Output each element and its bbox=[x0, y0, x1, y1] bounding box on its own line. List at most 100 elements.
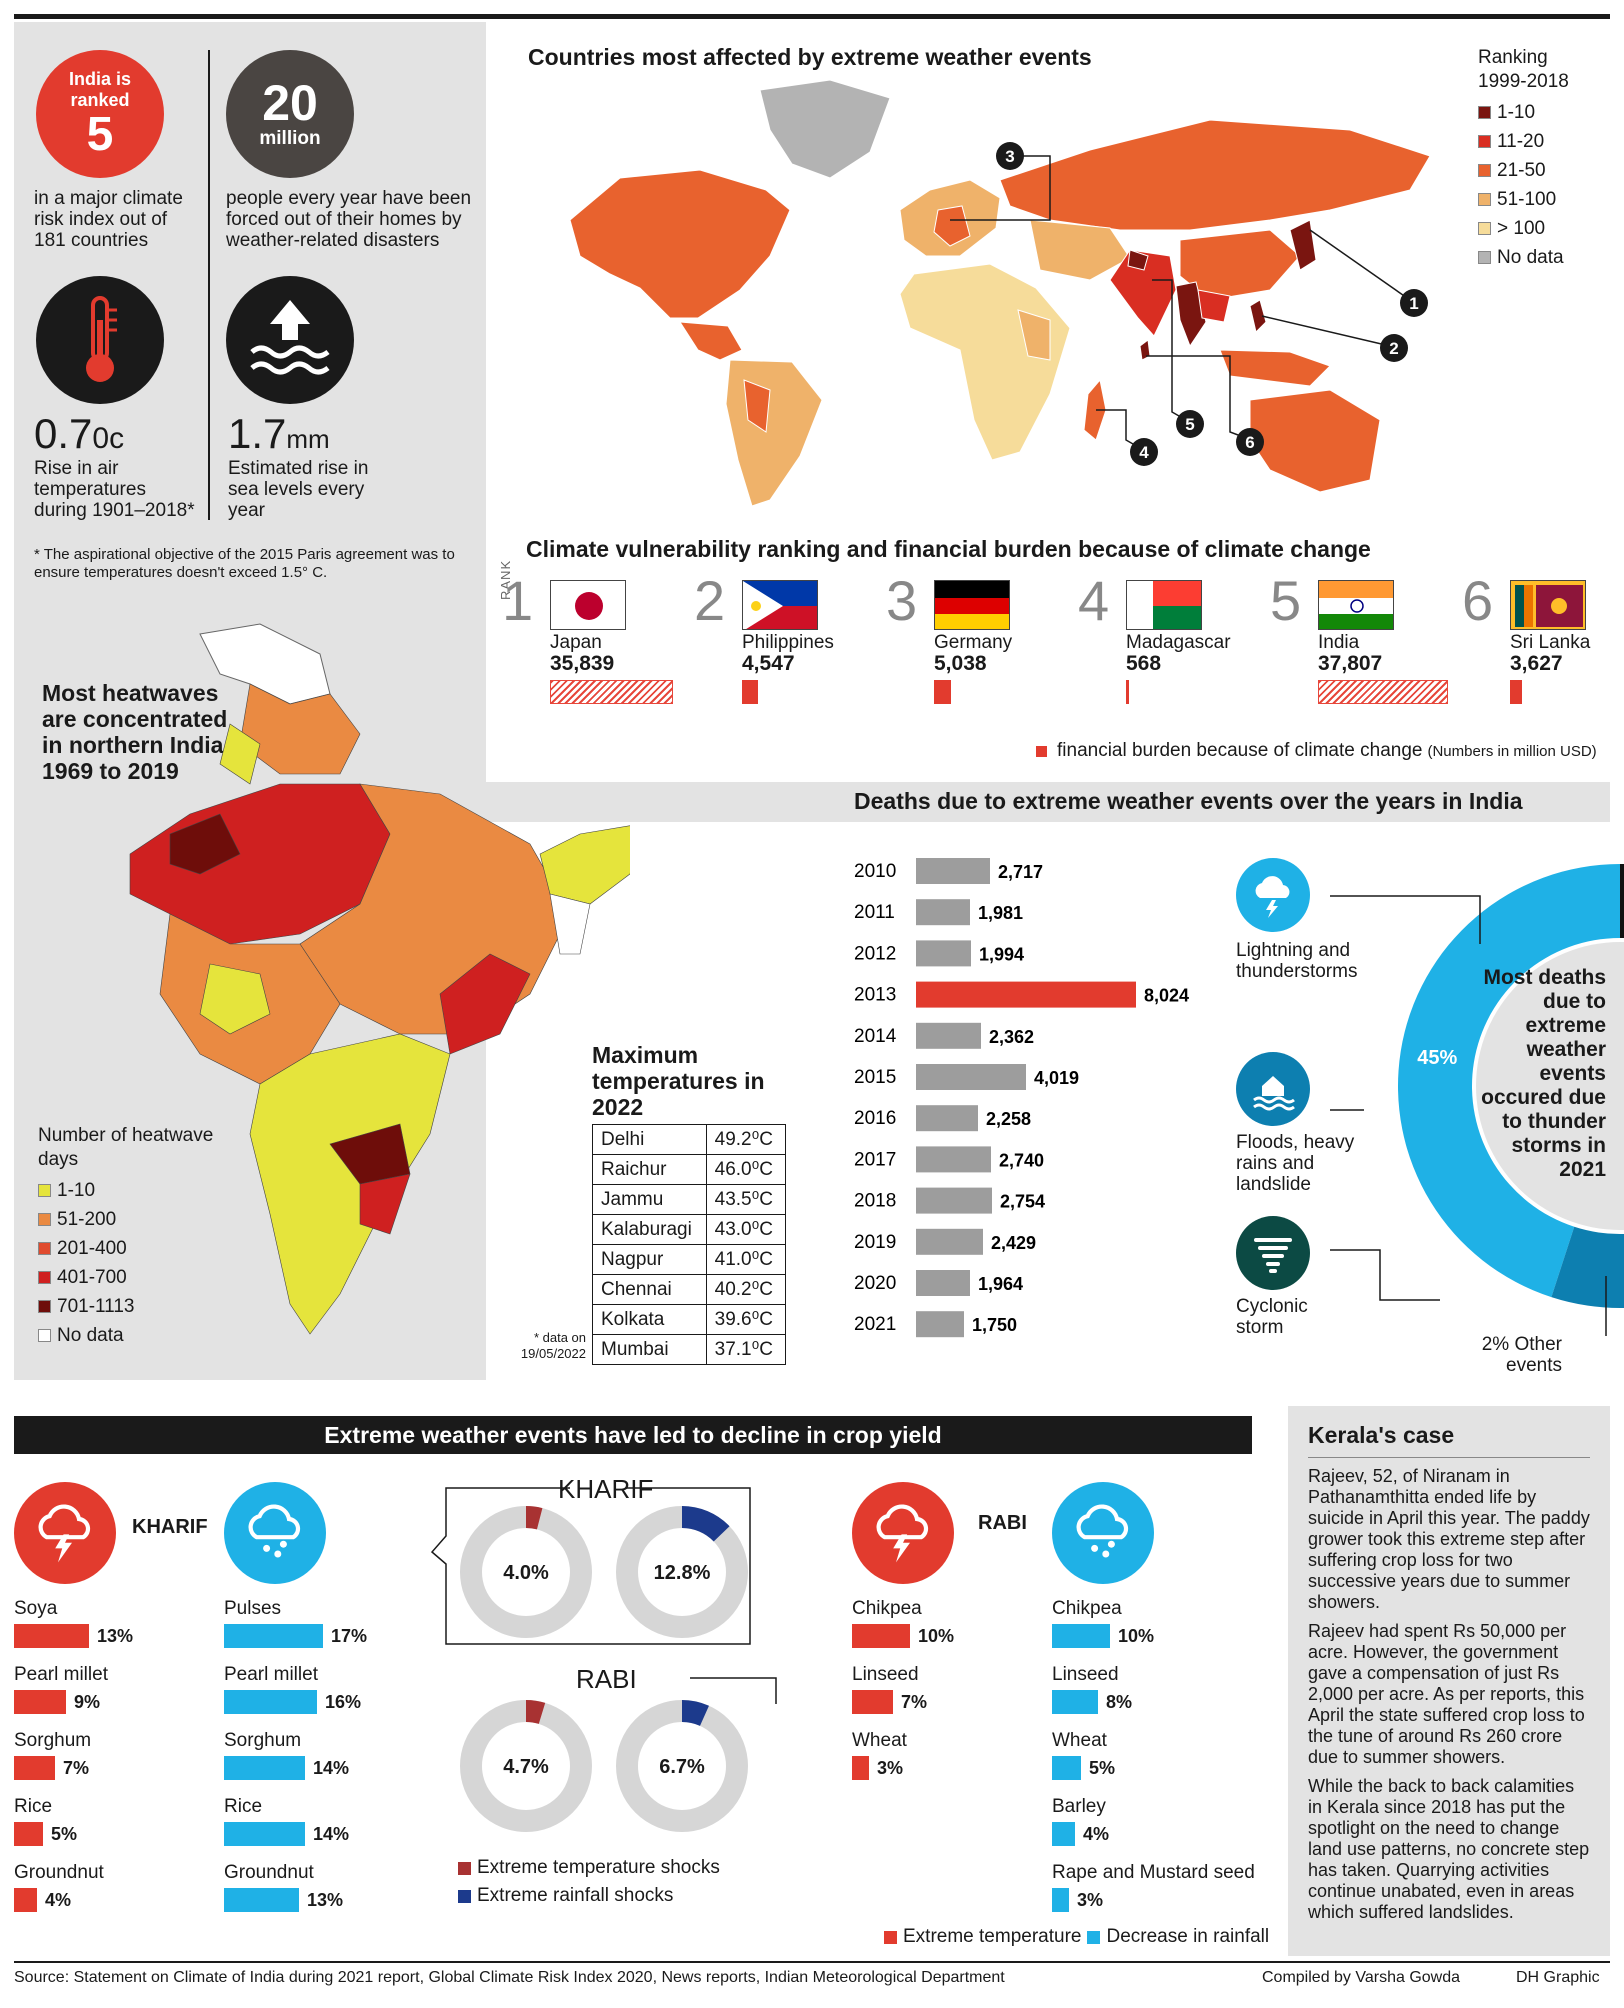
temp-city: Kolkata bbox=[592, 1304, 707, 1335]
year-label: 2021 bbox=[854, 1314, 896, 1335]
world-legend-item: 51-100 bbox=[1478, 185, 1608, 214]
ranking-title: Climate vulnerability ranking and financ… bbox=[526, 536, 1371, 562]
displaced-description: people every year have been forced out o… bbox=[226, 188, 472, 251]
rank-cell-philippines: 2 Philippines 4,547 bbox=[690, 568, 890, 728]
ranking-legend-swatch bbox=[1036, 745, 1047, 757]
legend-swatch bbox=[884, 1930, 897, 1944]
year-label: 2014 bbox=[854, 1026, 897, 1047]
legend-label: 1-10 bbox=[57, 1179, 96, 1201]
rank-number: 5 bbox=[1270, 569, 1302, 632]
year-label: 2013 bbox=[854, 985, 896, 1006]
rank-number: 4 bbox=[1078, 569, 1110, 632]
stats-divider bbox=[208, 50, 210, 520]
crop-bar bbox=[224, 1624, 323, 1648]
temp-city: Jammu bbox=[592, 1184, 707, 1215]
crop-name: Pearl millet bbox=[224, 1664, 318, 1685]
paris-footnote: * The aspirational objective of the 2015… bbox=[34, 546, 455, 581]
cyclone-label: Cyclonic storm bbox=[1236, 1296, 1308, 1338]
crop-bar bbox=[14, 1690, 66, 1714]
storm-cloud-icon bbox=[14, 1482, 116, 1584]
temp-rise-value: 0.70c bbox=[34, 410, 124, 458]
burden-value: 568 bbox=[1126, 652, 1162, 675]
year-label: 2016 bbox=[854, 1108, 896, 1129]
crop-bar bbox=[14, 1822, 43, 1846]
rain-cloud-icon bbox=[224, 1482, 326, 1584]
india-heatwave-map bbox=[129, 623, 630, 1335]
germany-flag-icon bbox=[934, 580, 1010, 630]
temp-row: Mumbai 37.1⁰C bbox=[592, 1334, 787, 1365]
legend-label: 11-20 bbox=[1497, 130, 1545, 152]
kerala-divider bbox=[1308, 1457, 1590, 1458]
legend-label: Extreme temperature shocks bbox=[477, 1857, 720, 1878]
temp-value: 49.2⁰C bbox=[705, 1124, 787, 1155]
cyclone-icon bbox=[1236, 1216, 1310, 1290]
deaths-bar bbox=[916, 1064, 1026, 1090]
thermometer-icon-graphic bbox=[86, 296, 117, 382]
donut-hole bbox=[1476, 942, 1624, 1230]
deaths-value-label: 1,994 bbox=[979, 944, 1024, 964]
legend-swatch bbox=[38, 1300, 51, 1313]
max-temps-title: Maximum temperatures in 2022 bbox=[592, 1042, 765, 1120]
sea-rise-unit: mm bbox=[286, 424, 330, 454]
bottom-rule bbox=[14, 1961, 1610, 1963]
deaths-bar bbox=[916, 1270, 970, 1296]
crop-name: Pulses bbox=[224, 1598, 282, 1619]
deaths-bar-chart: 2010 2,717 2011 1,981 2012 1,994 2013 8,024 2014… bbox=[854, 858, 1189, 1338]
legend-swatch bbox=[1478, 106, 1491, 119]
crop-name: Chikpea bbox=[1052, 1598, 1122, 1619]
crop-bar bbox=[14, 1624, 89, 1648]
rank-line-1: India is bbox=[68, 69, 131, 89]
deaths-value-label: 1,964 bbox=[978, 1274, 1023, 1294]
legend-swatch bbox=[38, 1242, 51, 1255]
map-marker-1: 1 bbox=[1409, 294, 1418, 313]
legend-swatch bbox=[458, 1861, 471, 1875]
ranking-legend-text: financial burden because of climate chan… bbox=[1057, 740, 1423, 761]
crop-bar bbox=[1052, 1822, 1075, 1846]
madagascar-flag-icon bbox=[1126, 580, 1202, 630]
legend-swatch bbox=[38, 1184, 51, 1197]
sea-level-icon bbox=[226, 276, 354, 404]
crop-bar bbox=[1052, 1756, 1081, 1780]
temp-value: 43.5⁰C bbox=[705, 1184, 787, 1215]
temp-city: Delhi bbox=[592, 1124, 707, 1155]
legend-swatch bbox=[38, 1329, 51, 1342]
rank-cell-madagascar: 4 Madagascar 568 bbox=[1074, 568, 1274, 728]
cyclone-icon-graphic bbox=[1254, 1238, 1292, 1273]
heatwave-legend-title: Number of heatwave days bbox=[38, 1125, 214, 1170]
crop-value: 10% bbox=[1118, 1626, 1155, 1646]
legend-label: 401-700 bbox=[57, 1266, 127, 1288]
lightning-leader bbox=[1330, 895, 1481, 944]
deaths-value-label: 2,740 bbox=[999, 1150, 1044, 1170]
other-events-label: 2% Other events bbox=[1481, 1334, 1562, 1376]
legend-label: > 100 bbox=[1497, 217, 1546, 239]
temp-row: Kolkata 39.6⁰C bbox=[592, 1304, 787, 1335]
country-name: Madagascar bbox=[1126, 632, 1231, 653]
storm-cloud-icon-graphic bbox=[876, 1504, 929, 1563]
deaths-value-label: 2,362 bbox=[989, 1027, 1034, 1047]
kerala-paragraph-3: While the back to back calamities in Ker… bbox=[1308, 1776, 1590, 1922]
shock-legend-item: Extreme rainfall shocks bbox=[458, 1882, 720, 1910]
legend-swatch bbox=[38, 1213, 51, 1226]
deaths-bar bbox=[916, 899, 970, 926]
max-temps-table: Delhi 49.2⁰C Raichur 46.0⁰C Jammu 43.5⁰C Kalab… bbox=[592, 1124, 787, 1365]
rain-cloud-icon bbox=[1052, 1482, 1154, 1584]
world-map bbox=[569, 79, 1431, 507]
source-note: Source: Statement on Climate of India du… bbox=[14, 1969, 1005, 1986]
deaths-donut-chart: 45%43%10% bbox=[1330, 864, 1624, 1336]
japan-flag-icon bbox=[550, 580, 626, 630]
rank-badge: India is ranked 5 bbox=[36, 50, 164, 178]
heatwave-legend-item: 201-400 bbox=[38, 1234, 228, 1263]
world-legend-item: 11-20 bbox=[1478, 127, 1608, 156]
burden-bar bbox=[1318, 680, 1448, 704]
shock-frame-kharif bbox=[430, 1487, 751, 1645]
crop-name: Linseed bbox=[852, 1664, 919, 1685]
displaced-value: 20 bbox=[262, 75, 318, 131]
shock-value-label: 4.0% bbox=[503, 1562, 549, 1584]
donut-value-label: 45% bbox=[1417, 1047, 1457, 1069]
lightning-label: Lightning and thunderstorms bbox=[1236, 940, 1358, 982]
crop-value: 3% bbox=[1077, 1890, 1104, 1910]
deaths-value-label: 2,717 bbox=[998, 862, 1043, 882]
lightning-cloud-icon-graphic bbox=[1255, 876, 1290, 918]
heatwave-legend: Number of heatwave days 1-10 51-200 201-… bbox=[38, 1124, 228, 1350]
temp-value: 46.0⁰C bbox=[705, 1154, 787, 1185]
